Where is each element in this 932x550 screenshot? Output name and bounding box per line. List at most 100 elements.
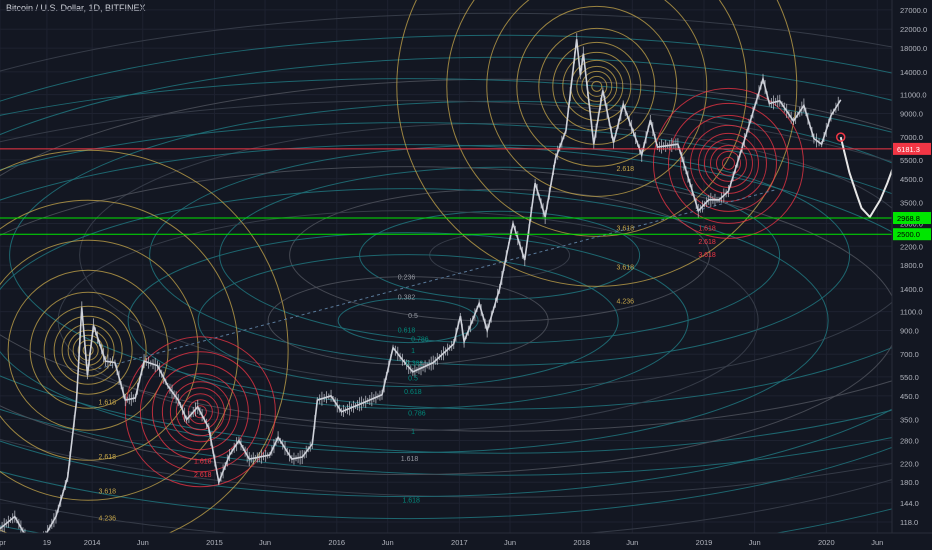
x-tick-label: Jun [626, 538, 638, 547]
y-tick-label: 220.0 [900, 459, 919, 468]
fib-level-label: 3.618 [617, 264, 635, 271]
y-tick-label: 180.0 [900, 478, 919, 487]
y-tick-label: 350.0 [900, 416, 919, 425]
x-tick-label: 2016 [328, 538, 345, 547]
fib-circle [486, 0, 708, 197]
fib-circle [667, 102, 789, 224]
fib-circle [576, 65, 618, 107]
fib-level-label: 0.382 [406, 361, 424, 368]
x-tick-label: 2018 [573, 538, 590, 547]
fib-circle [53, 315, 123, 385]
fib-ellipse [0, 78, 892, 432]
price-level-tag [893, 228, 931, 241]
fib-level-label: 3.618 [617, 226, 635, 233]
fib-level-label: 0.786 [411, 337, 429, 344]
fib-ellipse [0, 144, 892, 498]
fib-circle [516, 5, 678, 167]
fib-circle [709, 144, 747, 182]
fib-level-label: 0.236 [398, 274, 416, 281]
fib-ellipse [79, 122, 892, 388]
fib-ellipse [0, 78, 892, 533]
chart-title: Bitcoin / U.S. Dollar, 1D, BITFINEX [6, 3, 146, 13]
fib-level-label: 2.618 [99, 454, 117, 461]
fib-level-label: 4.236 [99, 515, 117, 522]
fib-level-label: 0.5 [408, 375, 418, 382]
fib-circle [581, 70, 613, 102]
fib-circle [679, 114, 777, 212]
fib-circle [139, 351, 261, 473]
fib-circle [446, 0, 748, 237]
x-tick-label: 2015 [206, 538, 223, 547]
fib-ellipse [197, 254, 619, 388]
fib-circle [396, 0, 798, 287]
y-tick-label: 22000.0 [900, 25, 927, 34]
x-tick-label: Jun [137, 538, 149, 547]
fib-circle [0, 199, 239, 501]
fib-circle [689, 124, 767, 202]
y-tick-label: 11000.0 [900, 91, 927, 100]
fib-ellipse [359, 210, 641, 300]
fib-level-label: 1.618 [194, 458, 212, 465]
fib-level-label: 0.382 [398, 295, 416, 302]
fib-ellipse [0, 100, 892, 533]
y-tick-label: 18000.0 [900, 44, 927, 53]
fib-ellipse [429, 232, 571, 278]
fib-ellipse [0, 166, 892, 476]
y-tick-label: 1100.0 [900, 308, 922, 317]
fib-level-label: 3.618 [99, 488, 117, 495]
fib-level-label: 1 [411, 429, 415, 436]
fib-circle [697, 132, 759, 194]
fib-circle [151, 363, 249, 461]
fib-circle [77, 339, 99, 361]
fib-ellipse [9, 100, 892, 410]
fib-circle [82, 344, 94, 356]
y-tick-label: 3500.0 [900, 198, 923, 207]
fib-level-label: 2.618 [698, 239, 716, 246]
y-tick-label: 2800.0 [900, 220, 923, 229]
fib-ellipse [289, 188, 711, 322]
fib-level-label: 2.618 [194, 472, 212, 479]
y-tick-label: 700.0 [900, 350, 919, 359]
fib-circle [652, 87, 804, 239]
fib-circle [715, 150, 741, 176]
fib-ellipse [0, 12, 892, 498]
fib-circle [169, 381, 231, 443]
fib-level-label: 2.618 [617, 166, 635, 173]
price-level-label: 6181.3 [897, 145, 920, 154]
x-tick-label: 2019 [696, 538, 713, 547]
fib-circle [703, 138, 753, 188]
y-tick-label: 14000.0 [900, 68, 927, 77]
fib-circle [0, 239, 199, 461]
fib-level-label: 1.618 [698, 226, 716, 233]
y-tick-label: 9000.0 [900, 109, 923, 118]
fib-ellipse [57, 210, 759, 432]
y-tick-label: 27000.0 [900, 6, 927, 15]
fib-circle [538, 27, 656, 145]
projection-path [839, 136, 892, 219]
x-tick-label: Jun [749, 538, 761, 547]
y-tick-label: 900.0 [900, 327, 919, 336]
y-tick-label: 5500.0 [900, 156, 923, 165]
y-tick-label: 450.0 [900, 392, 919, 401]
x-tick-label: 2020 [818, 538, 835, 547]
fib-ellipse [0, 188, 829, 454]
x-tick-label: 2017 [451, 538, 468, 547]
x-tick-label: Jun [382, 538, 394, 547]
fib-circle [721, 156, 735, 170]
fib-circle [161, 373, 239, 451]
projection-marker [835, 132, 846, 142]
price-level-label: 2500.0 [897, 230, 920, 239]
x-tick-label: Apr [0, 538, 6, 547]
fib-level-label: 3.618 [698, 252, 716, 259]
x-tick-label: Jun [871, 538, 883, 547]
x-tick-label: Jun [259, 538, 271, 547]
price-level-label: 2968.8 [897, 214, 920, 223]
fib-level-label: 1.618 [401, 456, 419, 463]
fib-level-label: 0.786 [408, 411, 426, 418]
fib-circle [562, 51, 632, 121]
y-axis-panel [892, 0, 932, 550]
y-tick-label: 550.0 [900, 373, 919, 382]
price-level-tag [893, 212, 931, 225]
